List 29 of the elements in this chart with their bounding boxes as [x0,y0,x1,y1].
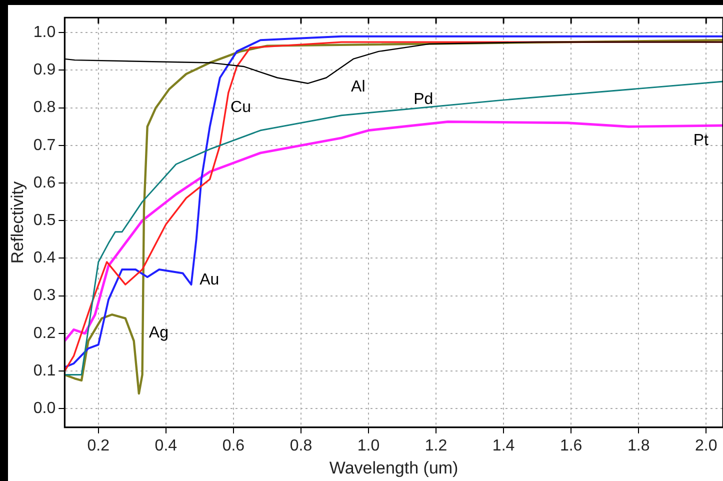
series-label: Al [351,78,366,96]
y-tick-label: 0.6 [33,174,56,192]
series-label: Cu [230,99,251,116]
y-tick-label: 1.0 [33,24,56,42]
y-tick-label: 0.9 [33,62,56,79]
y-tick-label: 0.5 [33,212,56,230]
x-tick-label: 0.8 [290,437,312,454]
x-tick-label: 1.6 [560,437,582,454]
x-tick-label: 0.2 [87,437,110,454]
x-tick-label: 1.4 [492,437,515,454]
y-axis-title: Reflectivity [8,180,27,264]
y-tick-label: 0.2 [33,324,56,342]
x-tick-label: 1.8 [627,437,650,454]
series-label: Au [200,271,220,288]
y-tick-label: 0.0 [33,400,56,418]
x-tick-label: 2.0 [694,437,718,454]
x-tick-label: 1.2 [424,437,448,454]
x-tick-label: 0.6 [222,437,245,454]
y-tick-label: 0.8 [33,99,56,116]
x-tick-label: 0.4 [154,437,178,454]
x-axis-title: Wavelength (um) [329,458,458,478]
y-tick-label: 0.7 [33,136,56,154]
x-tick-label: 1.0 [357,437,380,454]
series-label: Pd [414,90,434,108]
y-tick-label: 0.3 [33,287,56,304]
series-label: Ag [148,324,168,342]
series-label: Pt [693,132,710,149]
y-tick-label: 0.1 [33,362,56,380]
y-tick-label: 0.4 [33,250,56,267]
